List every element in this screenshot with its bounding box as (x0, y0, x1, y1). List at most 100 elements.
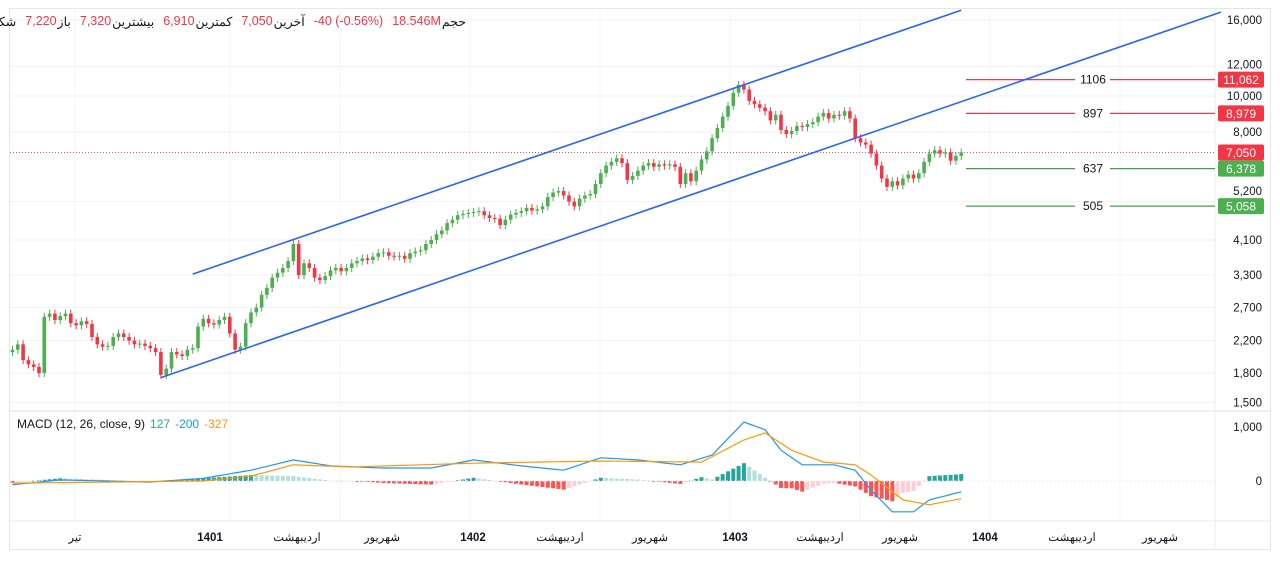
histogram-bar (869, 481, 874, 497)
candle-body (185, 349, 190, 357)
candle-body (736, 85, 741, 93)
histogram-bar (789, 481, 794, 489)
histogram-bar (662, 481, 667, 483)
histogram-bar (482, 479, 487, 481)
candle-body (620, 158, 624, 164)
histogram-bar (927, 476, 932, 481)
change-value: -40 (-0.56%) (313, 14, 384, 28)
histogram-bar (932, 475, 937, 481)
histogram-bar (514, 481, 518, 484)
level-tag: 897 (1083, 106, 1103, 120)
candle-body (365, 258, 370, 261)
candle-body (922, 161, 926, 174)
histogram-bar (26, 481, 31, 482)
candle-body (148, 345, 153, 349)
candle-body (715, 128, 720, 139)
candle-body (190, 348, 195, 350)
level-price-label: 5,058 (1226, 200, 1256, 214)
candle-body (466, 212, 471, 214)
histogram-bar (683, 481, 688, 483)
candle-body (233, 333, 237, 350)
time-axis-label: اردیبهشت (796, 531, 843, 544)
histogram-bar (800, 481, 805, 492)
candle-body (397, 255, 402, 257)
histogram-bar (111, 480, 116, 481)
candle-body (413, 251, 418, 254)
histogram-bar (238, 475, 243, 481)
candle-body (551, 192, 555, 198)
candle-body (694, 170, 698, 182)
candle-body (625, 163, 630, 180)
macd-title: MACD (12, 26, close, 9) (17, 417, 146, 431)
histogram-bar (461, 479, 465, 481)
candle-body (742, 85, 746, 90)
candle-body (387, 252, 391, 256)
trend-channel-line (192, 9, 962, 275)
candle-body (768, 111, 773, 121)
histogram-bar (280, 475, 285, 481)
histogram-bar (715, 476, 720, 481)
candle-body (376, 253, 380, 257)
histogram-bar (885, 481, 889, 500)
histogram-bar (943, 475, 948, 481)
histogram-bar (752, 470, 757, 481)
candle-body (270, 277, 274, 288)
histogram-bar (810, 481, 815, 488)
histogram-bar (450, 481, 455, 482)
histogram-bar (455, 480, 460, 482)
histogram-bar (847, 481, 852, 486)
level-tag: 505 (1083, 199, 1103, 213)
time-axis-label: 1402 (460, 532, 486, 544)
candle-body (21, 344, 25, 361)
histogram-bar (423, 481, 428, 485)
high-readout: بیشترین 7,320 (80, 14, 154, 29)
candle-body (323, 276, 327, 281)
macd-signal-value: -327 (204, 417, 229, 431)
time-axis-label: 1403 (722, 532, 748, 544)
histogram-bar (673, 481, 677, 484)
histogram-bar (699, 477, 704, 481)
macd-histogram-value: 127 (150, 417, 171, 431)
candle-body (763, 107, 767, 112)
candle-body (307, 263, 312, 268)
candle-body (37, 366, 41, 374)
candle-body (482, 211, 486, 216)
candle-body (938, 150, 942, 154)
candle-body (927, 153, 932, 162)
last-readout: آخرین 7,050 (241, 14, 304, 29)
histogram-bar (519, 481, 524, 485)
histogram-bar (710, 479, 715, 481)
candle-body (752, 100, 757, 105)
histogram-bar (773, 481, 778, 485)
high-label: بیشترین (112, 15, 155, 29)
candle-body (636, 170, 640, 176)
candle-body (159, 352, 163, 375)
histogram-bar (842, 481, 847, 485)
histogram-bar (445, 481, 450, 483)
candle-body (53, 313, 57, 320)
histogram-bar (805, 481, 810, 490)
candle-body (254, 307, 259, 313)
histogram-bar (620, 478, 624, 481)
candle-body (556, 191, 561, 193)
candle-body (530, 207, 534, 211)
candle-body (106, 345, 110, 347)
candle-body (540, 206, 545, 210)
candle-body (286, 261, 290, 268)
histogram-bar (545, 481, 550, 488)
candle-body (169, 352, 174, 369)
histogram-bar (355, 481, 359, 482)
candle-body (826, 112, 831, 119)
candle-body (879, 165, 884, 179)
candle-body (434, 234, 439, 241)
last-label: آخرین (273, 15, 305, 29)
candle-body (705, 151, 709, 160)
histogram-bar (556, 481, 561, 489)
level-tag: 1106 (1080, 73, 1106, 87)
candle-body (885, 178, 889, 187)
candle-body (371, 256, 375, 261)
candle-body (773, 114, 778, 121)
candle-body (652, 163, 656, 167)
